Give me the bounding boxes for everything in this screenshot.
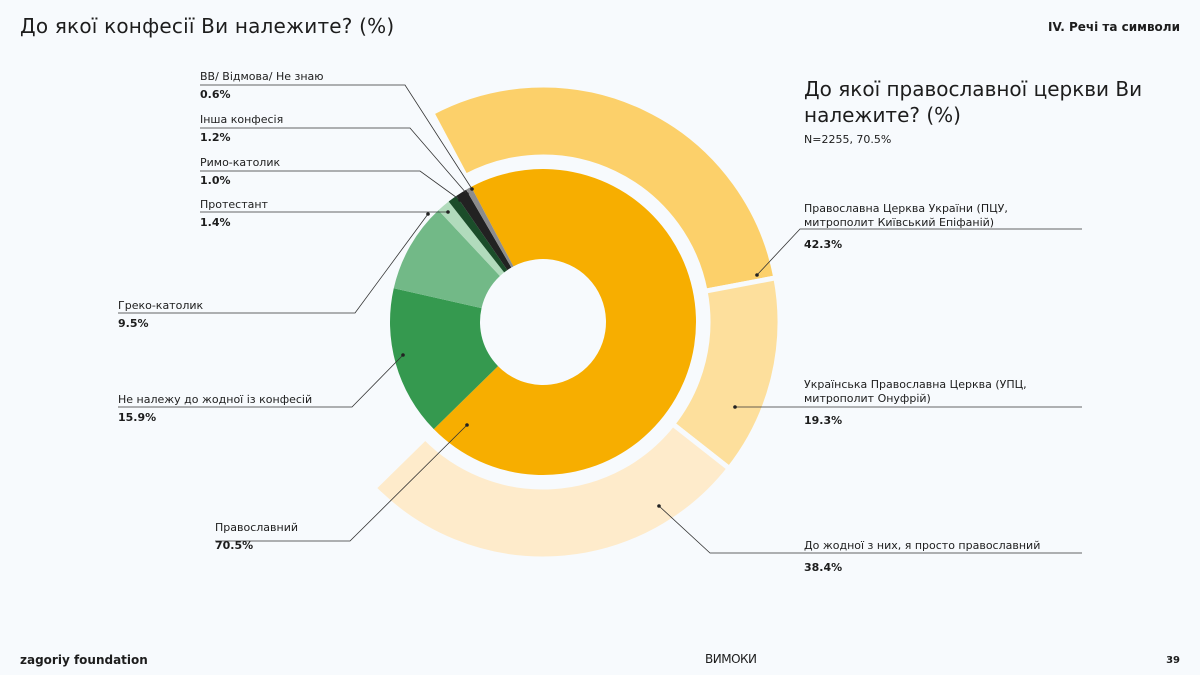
- label-dk: ВВ/ Відмова/ Не знаю 0.6%: [200, 70, 324, 101]
- inner-slice-0: [433, 169, 696, 475]
- inner-slice-6: [466, 186, 514, 268]
- inner-slice-3: [438, 201, 505, 277]
- publication-logo: ВИМОКИ: [705, 652, 757, 666]
- page-title: До якої конфесії Ви належите? (%): [20, 14, 395, 38]
- section-label: IV. Речі та символи: [1048, 20, 1180, 34]
- label-orthodox: Православний 70.5%: [215, 521, 298, 552]
- label-protestant: Протестант 1.4%: [200, 198, 268, 229]
- label-greek-catholic: Греко-католик 9.5%: [118, 299, 204, 330]
- outer-slice-0: [428, 82, 779, 295]
- inner-slice-4: [448, 195, 508, 273]
- sample-note: N=2255, 70.5%: [804, 133, 892, 146]
- label-none: Не належу до жодної із конфесій 15.9%: [118, 393, 313, 424]
- inner-slice-2: [393, 210, 500, 309]
- outer-slice-2: [370, 420, 733, 562]
- sub-chart-title: До якої православної церкви Ви належите?…: [804, 77, 1143, 127]
- label-upc: Українська Православна Церква (УПЦ, митр…: [804, 378, 1027, 427]
- leader-lines: [118, 84, 1082, 554]
- inner-slice-1: [389, 288, 499, 430]
- label-other: Інша конфесія 1.2%: [200, 113, 284, 144]
- inner-slice-5: [456, 189, 512, 271]
- label-pcu: Православна Церква України (ПЦУ, митропо…: [804, 202, 1008, 251]
- label-just-orthodox: До жодної з них, я просто православний 38…: [804, 539, 1041, 574]
- leader-dots: [401, 187, 759, 508]
- page-number: 39: [1166, 655, 1180, 666]
- label-roman-catholic: Римо-католик 1.0%: [200, 156, 281, 187]
- brand-logo: zagoriy foundation: [20, 653, 148, 667]
